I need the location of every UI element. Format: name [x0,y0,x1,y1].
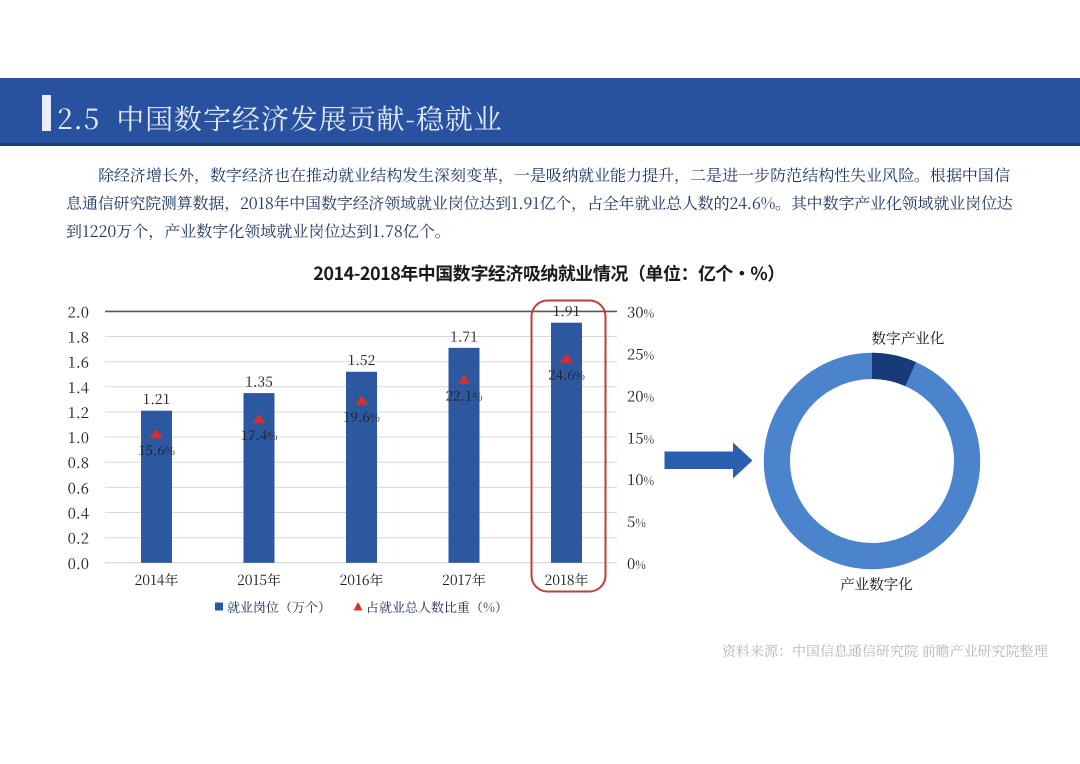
svg-text:资料来源：中国信息通信研究院 前瞻产业研究院整理: 资料来源：中国信息通信研究院 前瞻产业研究院整理 [722,641,1048,661]
svg-text:2014年: 2014年 [135,570,179,590]
svg-text:24.6%: 24.6% [548,364,585,384]
svg-text:30%: 30% [627,302,655,323]
svg-text:1.71: 1.71 [450,326,478,346]
svg-text:0.0: 0.0 [68,553,89,574]
svg-text:0%: 0% [627,553,646,574]
svg-text:19.6%: 19.6% [343,406,380,426]
svg-text:0.2: 0.2 [68,528,89,549]
svg-text:15%: 15% [627,427,655,448]
svg-text:1.35: 1.35 [245,372,273,392]
svg-text:0.4: 0.4 [68,503,89,524]
svg-text:5%: 5% [627,511,646,532]
svg-text:产业数字化: 产业数字化 [840,574,913,595]
svg-text:2016年: 2016年 [339,570,383,590]
svg-text:15.6%: 15.6% [138,439,175,459]
svg-text:1.8: 1.8 [68,327,89,348]
svg-text:1.6: 1.6 [68,352,89,373]
svg-text:1.2: 1.2 [68,402,89,423]
svg-text:22.1%: 22.1% [446,385,483,405]
svg-text:1.0: 1.0 [68,427,89,448]
svg-text:25%: 25% [627,344,655,365]
svg-text:2.0: 2.0 [68,301,89,322]
svg-text:数字产业化: 数字产业化 [872,328,945,349]
svg-text:2018年: 2018年 [544,570,588,590]
svg-text:0.8: 0.8 [68,452,89,473]
svg-text:占就业总人数比重（%）: 占就业总人数比重（%） [366,597,508,616]
svg-text:2017年: 2017年 [442,570,486,590]
svg-text:1.91: 1.91 [553,301,581,321]
svg-text:17.4%: 17.4% [241,424,278,444]
svg-text:0.6: 0.6 [68,477,89,498]
svg-text:1.4: 1.4 [68,377,89,398]
svg-text:1.52: 1.52 [348,350,376,370]
svg-text:2015年: 2015年 [237,570,281,590]
svg-text:1.21: 1.21 [143,389,171,409]
svg-text:20%: 20% [627,385,655,406]
svg-text:10%: 10% [627,469,655,490]
svg-text:就业岗位（万个）: 就业岗位（万个） [227,597,331,616]
